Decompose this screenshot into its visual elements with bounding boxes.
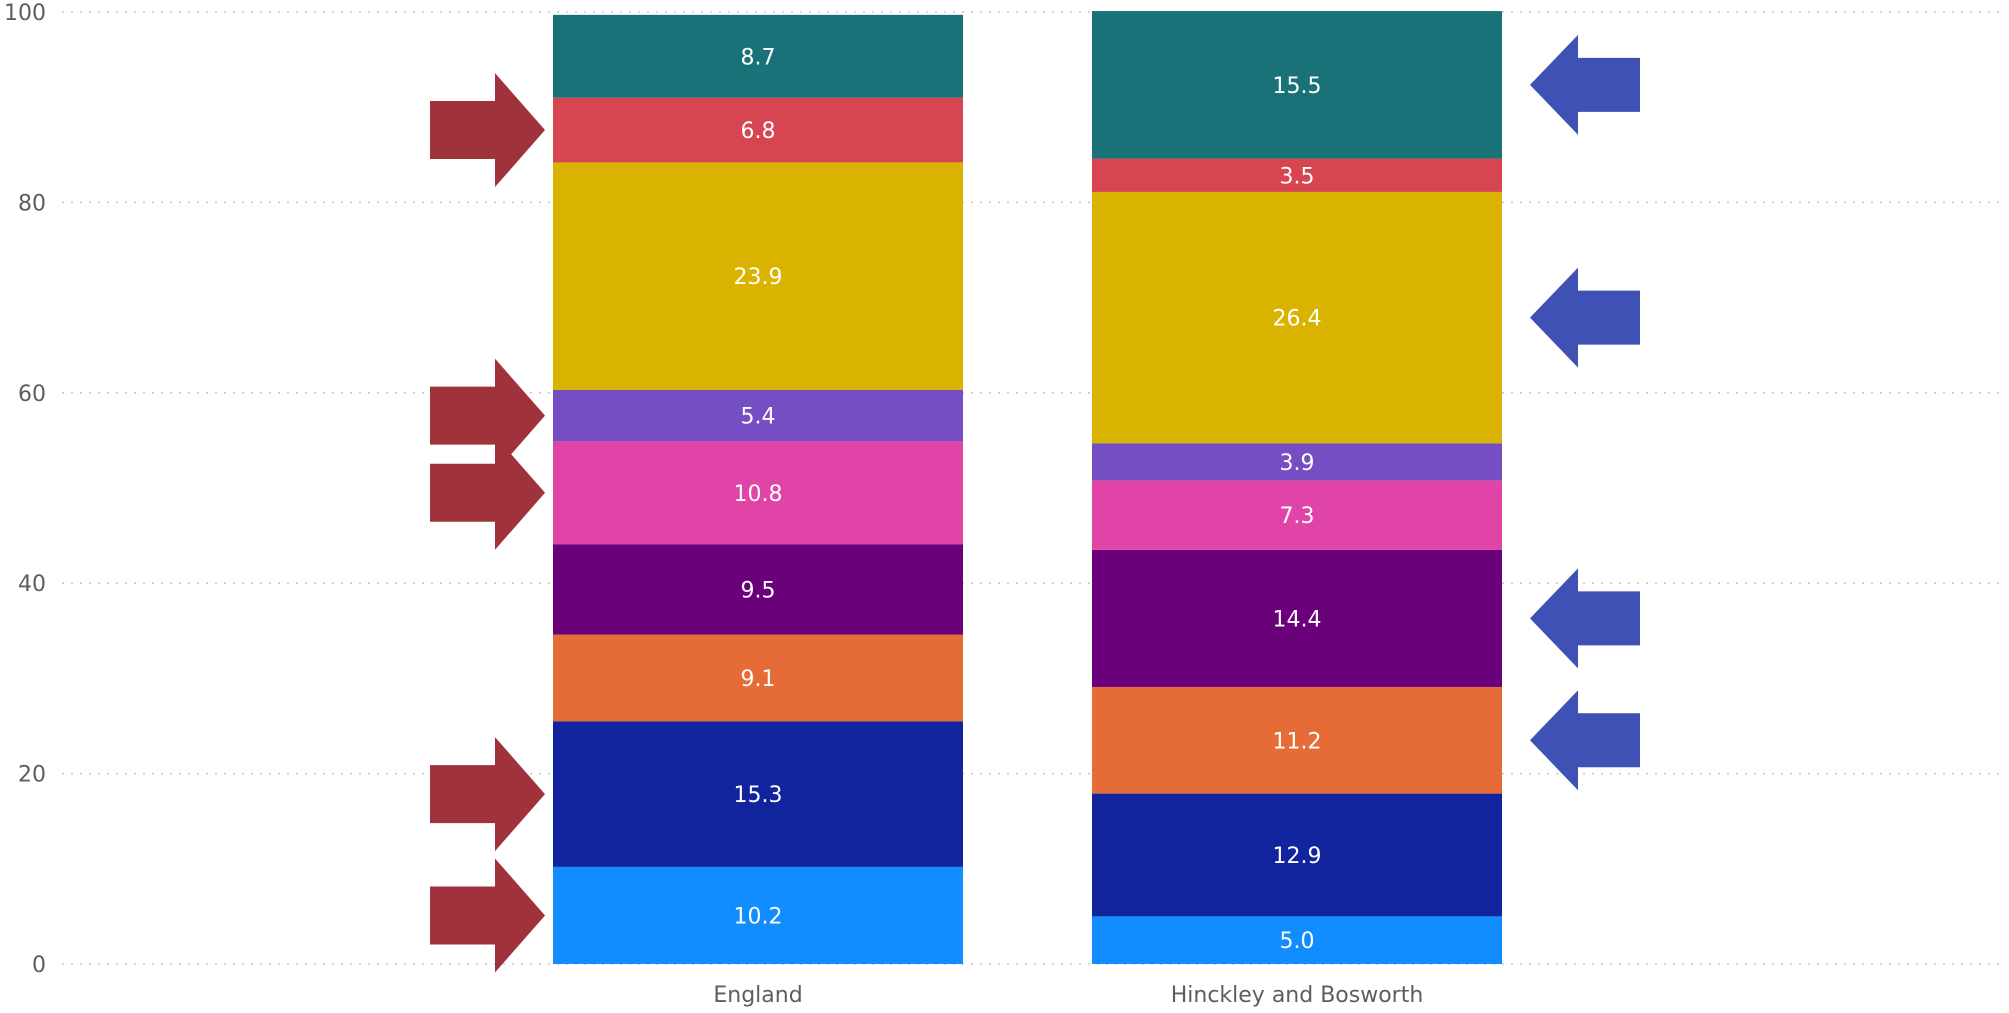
- bar-segment: [553, 389, 963, 442]
- left-arrow-icon: [1530, 267, 1640, 368]
- bar-segment: [553, 162, 963, 390]
- data-label: 5.4: [741, 405, 776, 430]
- bar-segment: [1092, 549, 1502, 687]
- y-tick-label: 20: [18, 763, 46, 788]
- bar-segment: [553, 97, 963, 163]
- category-label: England: [713, 983, 802, 1008]
- bar-segment: [553, 866, 963, 964]
- right-arrow-icon: [430, 858, 545, 973]
- bar-segment: [1092, 793, 1502, 917]
- data-label: 15.5: [1273, 74, 1322, 99]
- bar-segment: [553, 14, 963, 98]
- gridlines: [62, 11, 2002, 965]
- right-arrow-icon: [430, 73, 545, 188]
- data-label: 11.2: [1273, 729, 1322, 754]
- y-tick-label: 40: [18, 572, 46, 597]
- left-arrow-icon: [1530, 568, 1640, 669]
- bars: [553, 11, 1502, 964]
- bar-segment: [553, 721, 963, 867]
- right-arrow-icon: [430, 358, 545, 473]
- right-arrow-icon: [430, 737, 545, 852]
- data-label: 23.9: [734, 265, 783, 290]
- bar-segment: [1092, 11, 1502, 159]
- data-label: 3.9: [1280, 451, 1315, 476]
- y-tick-label: 60: [18, 382, 46, 407]
- data-label: 15.3: [734, 783, 783, 808]
- left-arrow-icon: [1530, 34, 1640, 135]
- x-axis-categories: England Hinckley and Bosworth: [713, 983, 1423, 1008]
- data-label: 8.7: [741, 45, 776, 70]
- data-label: 10.2: [734, 904, 783, 929]
- bar-segment: [553, 544, 963, 635]
- bar-segment: [553, 441, 963, 545]
- data-label: 9.5: [741, 578, 776, 603]
- bar-segment: [1092, 443, 1502, 481]
- data-labels: 10.2 15.3 9.1 9.5 10.8 5.4 23.9 6.8 8.7 5.0 12.9 11…: [734, 45, 1322, 954]
- bar-segment: [1092, 480, 1502, 550]
- data-label: 5.0: [1280, 929, 1315, 954]
- bar-segment: [1092, 686, 1502, 794]
- y-tick-label: 100: [4, 1, 46, 26]
- category-label: Hinckley and Bosworth: [1171, 983, 1424, 1008]
- y-tick-label: 0: [32, 953, 46, 978]
- data-label: 26.4: [1273, 307, 1322, 332]
- data-label: 3.5: [1280, 164, 1315, 189]
- data-label: 12.9: [1273, 844, 1322, 869]
- bar-segment: [1092, 916, 1502, 964]
- left-arrow-icon: [1530, 690, 1640, 791]
- data-label: 7.3: [1280, 504, 1315, 529]
- right-arrow-icon: [430, 435, 545, 550]
- bar-segment: [553, 634, 963, 722]
- annotation-arrows: [430, 34, 1640, 973]
- data-label: 9.1: [741, 667, 776, 692]
- bar-segment: [1092, 191, 1502, 444]
- data-label: 14.4: [1273, 607, 1322, 632]
- data-label: 10.8: [734, 482, 783, 507]
- bar-segment: [1092, 158, 1502, 192]
- y-tick-label: 80: [18, 191, 46, 216]
- y-axis-ticks: 0 20 40 60 80 100: [4, 1, 46, 978]
- data-label: 6.8: [741, 119, 776, 144]
